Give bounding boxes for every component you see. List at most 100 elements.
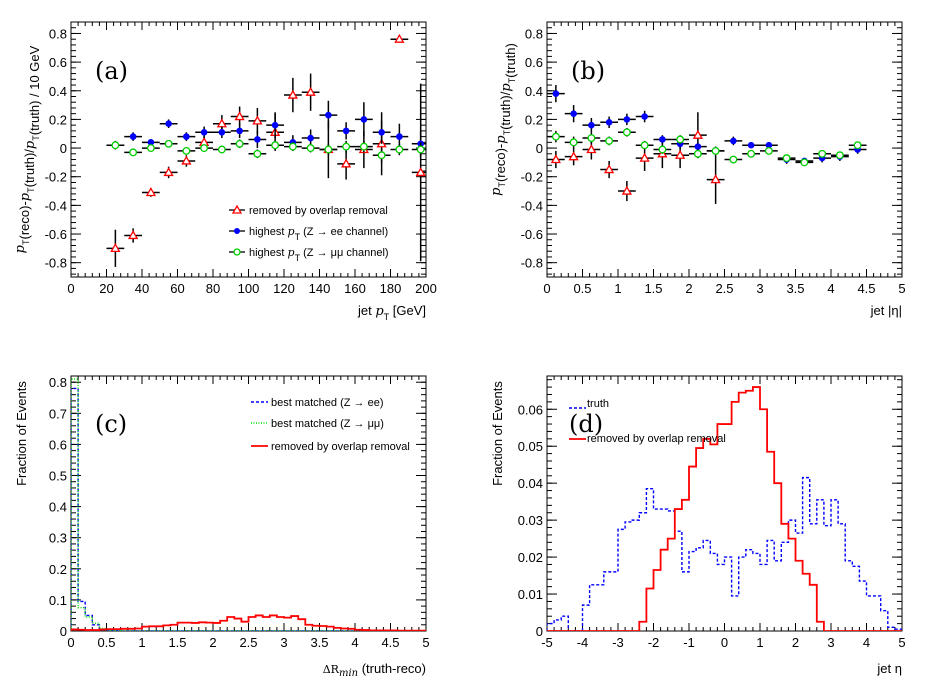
data-point [390, 33, 409, 43]
y-tick-label: 0 [60, 624, 67, 639]
data-point [284, 142, 302, 151]
y-tick-label: -0.8 [521, 256, 543, 271]
histogram-removed-by-overlap-removal [71, 614, 426, 631]
open-circle-marker [235, 139, 244, 148]
y-tick-label: -0.6 [45, 227, 67, 242]
data-point [301, 73, 320, 111]
y-tick-label: 0 [536, 624, 543, 639]
x-tick-label: 2 [209, 635, 216, 650]
series-0 [547, 112, 725, 204]
data-point [564, 136, 583, 149]
x-tick-label: 2 [792, 635, 799, 650]
data-point [582, 132, 601, 144]
open-circle-marker [111, 141, 120, 150]
data-point [813, 149, 831, 158]
x-tick-label: 5 [898, 281, 905, 296]
panel-a: 0 20 40 60 80 100 120 140 160 180 200 -0.8 -0.6 -0.4 -… [13, 21, 437, 322]
data-point [124, 228, 142, 243]
data-point [671, 142, 689, 169]
x-tick-label: -3 [612, 635, 624, 650]
y-tick-label: 0.4 [49, 84, 67, 99]
triangle-marker [604, 164, 615, 174]
triangle-marker [710, 174, 721, 184]
data-point [319, 143, 338, 156]
data-point [142, 144, 160, 153]
y-tick-label: -0.4 [521, 198, 543, 213]
data-point [230, 123, 249, 139]
y-tick-label: 0.8 [49, 26, 67, 41]
legend-label: highest pT (Z → μμ channel) [249, 246, 389, 263]
data-point [301, 129, 320, 147]
data-point [547, 130, 565, 143]
y-tick-label: 0.2 [49, 562, 67, 577]
filled-circle-marker [765, 141, 773, 149]
data-point [724, 155, 743, 164]
panel-tag: (a) [95, 57, 128, 85]
y-tick-label: 0.5 [49, 469, 67, 484]
data-point [760, 146, 778, 155]
data-point [411, 142, 426, 157]
triangle-marker [639, 152, 650, 162]
y-axis-label: pT(reco)-pT(truth)/pT(truth) [489, 43, 518, 196]
data-point [248, 130, 267, 149]
filled-circle-marker [236, 127, 243, 135]
open-circle-marker [146, 144, 155, 153]
triangle-marker [586, 144, 597, 154]
open-circle-marker [658, 145, 667, 154]
legend-entry: removed by overlap removal [229, 204, 388, 217]
x-tick-label: 1.5 [644, 281, 662, 296]
data-point [337, 140, 355, 153]
legend: truth removed by overlap removal [569, 398, 726, 445]
data-point [706, 146, 725, 156]
legend-label: removed by overlap removal [271, 441, 410, 453]
data-point [600, 116, 618, 129]
x-axis-label: jet η [876, 661, 902, 676]
filled-circle-marker [605, 118, 613, 126]
data-point [618, 181, 636, 202]
legend-entry: highest pT (Z → μμ channel) [229, 246, 389, 263]
legend-entry: best matched (Z → ee) [251, 397, 384, 409]
filled-circle-marker [129, 133, 137, 140]
data-point [124, 132, 142, 141]
data-point [671, 135, 689, 144]
data-point [582, 117, 601, 133]
panel-tag: (c) [95, 410, 127, 438]
series-2 [547, 128, 867, 167]
x-tick-label: 3.5 [786, 281, 804, 296]
filled-circle-marker [747, 141, 755, 149]
x-tick-label: 4 [351, 635, 358, 650]
filled-circle-marker [396, 133, 403, 140]
open-circle-marker [853, 141, 862, 150]
y-tick-label: -0.2 [45, 170, 67, 185]
x-tick-label: 3 [756, 281, 763, 296]
data-point [213, 126, 231, 139]
triangle-marker [550, 154, 561, 164]
triangle-marker [163, 167, 174, 177]
triangle-marker [621, 185, 632, 195]
filled-circle-marker [271, 121, 279, 129]
data-point [142, 187, 160, 197]
filled-circle-marker [588, 121, 595, 129]
data-point [248, 149, 267, 159]
data-point [319, 100, 338, 130]
y-tick-label: -0.8 [45, 256, 67, 271]
y-tick-label: 0.2 [49, 112, 67, 127]
plot-area [547, 85, 867, 204]
y-tick-label: 0.4 [525, 84, 543, 99]
open-circle-marker [306, 144, 315, 153]
panel-c: 0 0.5 1 1.5 2 2.5 3 3.5 4 4.5 5 0 0.1 0.2 0.3 0.4 0.5 0.6… [14, 375, 430, 679]
data-point [547, 150, 565, 169]
data-point [564, 148, 583, 166]
open-circle-marker [782, 154, 791, 163]
data-point [230, 106, 249, 127]
x-tick-label: 3 [827, 635, 834, 650]
triangle-marker [110, 243, 121, 252]
triangle-marker [181, 155, 192, 165]
open-circle-marker [271, 141, 280, 150]
data-point [177, 132, 196, 141]
filled-circle-marker [183, 133, 190, 140]
x-tick-label: 3 [280, 635, 287, 650]
x-tick-label: 20 [99, 281, 113, 296]
triangle-marker [415, 167, 426, 177]
